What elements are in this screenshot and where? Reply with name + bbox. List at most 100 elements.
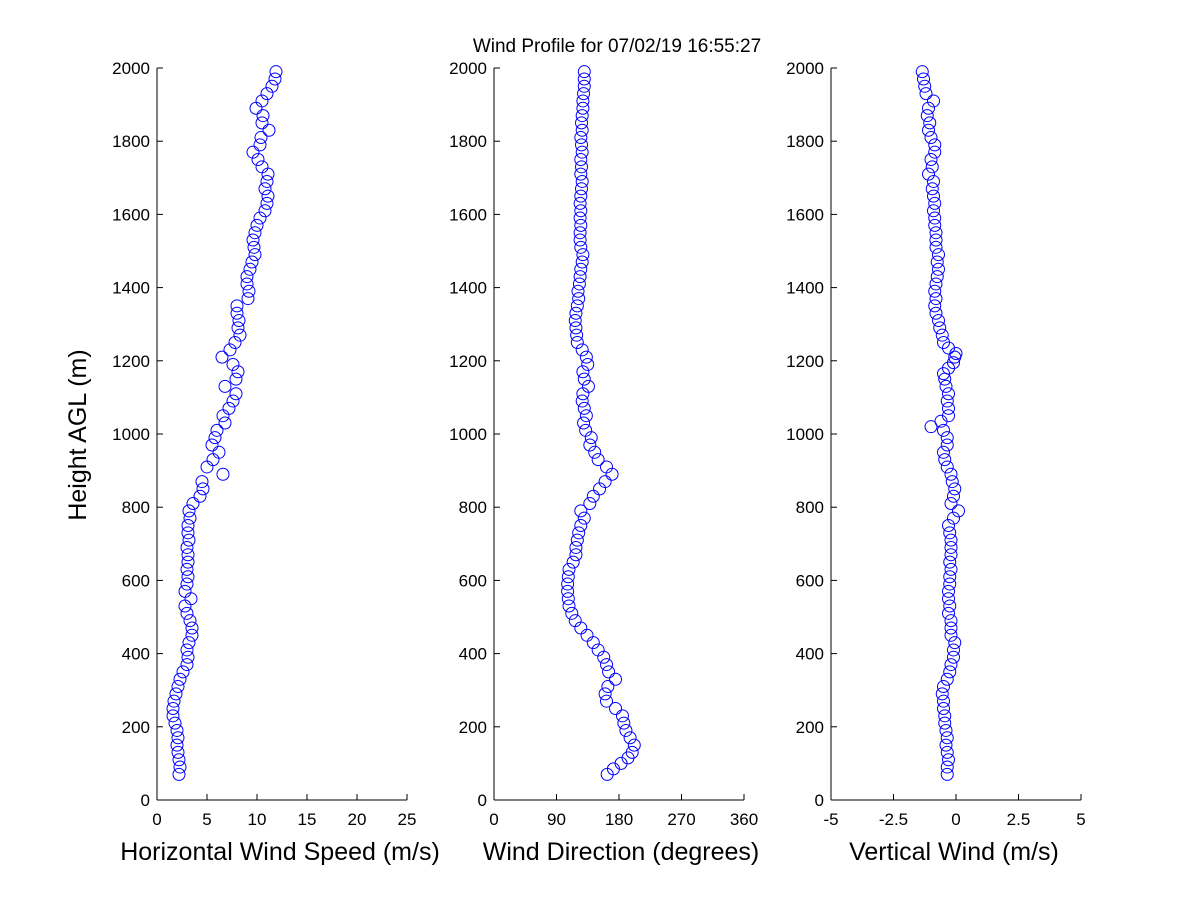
data-point-direction [568, 314, 582, 328]
data-point-speed [242, 284, 256, 298]
data-point-speed [182, 533, 196, 547]
data-point-direction [591, 453, 605, 467]
data-point-speed [232, 314, 246, 328]
data-point-direction [581, 379, 595, 393]
data-point-vertical [940, 760, 954, 774]
data-point-speed [231, 321, 245, 335]
data-point-direction [577, 416, 591, 430]
data-point-speed [178, 584, 192, 598]
data-point-speed [255, 160, 269, 174]
data-point-speed [176, 665, 190, 679]
data-point-vertical [927, 94, 940, 108]
data-point-direction [574, 519, 588, 532]
data-point-direction [573, 270, 587, 284]
data-point-vertical [947, 511, 960, 525]
data-point-direction [566, 555, 580, 569]
x-axis-label-speed: Horizontal Wind Speed (m/s) [120, 838, 440, 866]
data-point-speed [173, 672, 187, 686]
data-point-direction [602, 665, 616, 679]
y-tick-label-speed: 1400 [112, 279, 150, 298]
data-point-speed [180, 606, 194, 620]
data-point-vertical [927, 174, 940, 188]
data-point-direction [574, 189, 588, 203]
data-point-vertical [943, 577, 957, 591]
data-point-speed [255, 116, 269, 130]
data-point-direction [574, 167, 588, 181]
x-tick-label-vertical: 5 [1076, 810, 1085, 829]
data-point-speed [171, 731, 185, 745]
data-point-speed [182, 504, 196, 518]
data-point-vertical [940, 672, 954, 686]
y-tick-label-vertical: 1200 [786, 352, 824, 371]
data-point-vertical [924, 153, 938, 166]
data-point-direction [583, 497, 597, 511]
data-point-vertical [929, 277, 943, 291]
data-point-vertical [922, 167, 935, 181]
data-point-direction [575, 343, 589, 357]
data-point-vertical [942, 387, 955, 401]
data-point-speed [253, 138, 267, 152]
data-point-direction [617, 716, 631, 730]
data-point-speed [249, 101, 263, 115]
data-point-direction [575, 182, 588, 196]
data-point-vertical [944, 540, 958, 554]
data-point-direction [575, 123, 589, 137]
x-axis-label-direction: Wind Direction (degrees) [483, 838, 760, 866]
data-point-speed [171, 680, 185, 694]
data-point-vertical [940, 767, 954, 781]
data-point-direction [561, 577, 575, 591]
data-point-vertical [915, 65, 929, 79]
data-point-vertical [942, 753, 955, 767]
data-point-speed [166, 702, 180, 715]
data-point-vertical [932, 314, 945, 328]
data-point-vertical [939, 723, 953, 737]
data-point-vertical [944, 548, 958, 562]
data-point-speed [228, 336, 242, 349]
data-point-vertical [935, 328, 949, 342]
y-tick-label-speed: 400 [122, 645, 150, 664]
data-point-direction [575, 255, 589, 269]
data-point-speed [186, 497, 200, 511]
data-point-direction [568, 614, 582, 628]
data-point-speed [167, 694, 181, 708]
data-point-vertical [942, 409, 955, 423]
data-point-speed [241, 292, 255, 306]
data-point-speed [240, 270, 254, 284]
x-tick-label-vertical: -5 [823, 810, 838, 829]
data-point-speed [223, 343, 237, 357]
data-point-direction [601, 680, 615, 694]
data-point-direction [575, 109, 589, 123]
y-tick-label-direction: 600 [459, 571, 487, 590]
data-point-vertical [942, 606, 955, 620]
data-point-vertical [944, 562, 958, 576]
data-point-direction [575, 138, 588, 152]
data-point-speed [246, 145, 260, 159]
data-point-speed [180, 577, 194, 591]
data-point-direction [570, 533, 584, 547]
data-point-vertical [928, 218, 942, 232]
data-point-speed [185, 621, 199, 635]
data-point-direction [598, 475, 612, 489]
data-point-vertical [929, 233, 943, 247]
y-tick-label-speed: 200 [122, 718, 150, 737]
data-point-vertical [925, 160, 939, 174]
data-point-vertical [942, 519, 955, 532]
data-point-direction [574, 218, 588, 232]
data-point-vertical [928, 145, 942, 159]
data-point-vertical [938, 453, 952, 467]
data-point-speed [251, 153, 265, 166]
y-tick-label-speed: 0 [141, 791, 150, 810]
data-point-speed [243, 262, 257, 276]
data-point-direction [619, 723, 633, 737]
y-tick-label-speed: 1200 [112, 352, 150, 371]
data-point-vertical [925, 182, 939, 196]
data-point-speed [255, 94, 269, 108]
y-tick-label-direction: 200 [459, 718, 487, 737]
data-point-vertical [943, 665, 957, 679]
data-point-direction [615, 709, 629, 723]
data-point-speed [260, 196, 274, 210]
y-tick-label-speed: 600 [122, 571, 150, 590]
data-point-direction [591, 643, 605, 657]
data-point-vertical [944, 497, 958, 511]
data-point-direction [562, 599, 576, 613]
